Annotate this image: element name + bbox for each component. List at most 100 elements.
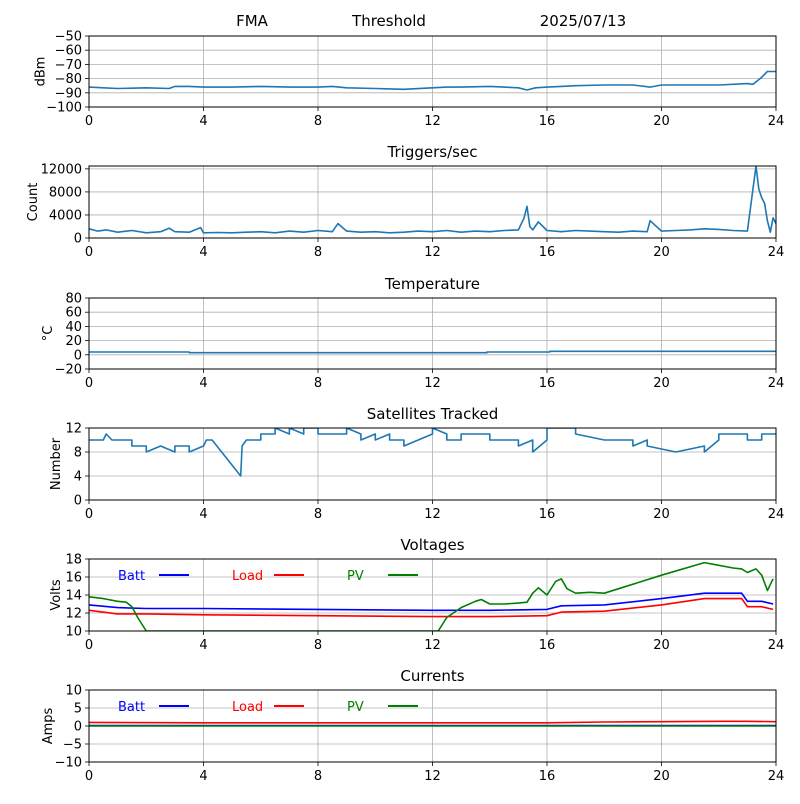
x-tick-label: 16 [539,507,556,522]
y-tick-label: 0 [74,232,82,247]
x-tick-label: 16 [539,638,556,653]
y-tick-label: 14 [65,589,82,604]
y-tick-label: 8000 [49,185,82,200]
panel-title: Temperature [384,275,480,293]
y-axis-label: Count [26,183,41,222]
x-tick-label: 20 [653,769,670,784]
y-tick-label: −80 [55,72,82,87]
x-tick-label: 16 [539,114,556,129]
y-tick-label: 18 [65,553,82,568]
header-label-fma: FMA [236,12,269,30]
y-tick-label: 12 [65,607,82,622]
y-tick-label: −5 [63,738,82,753]
x-tick-label: 8 [314,638,322,653]
y-tick-label: 20 [65,334,82,349]
x-tick-label: 0 [85,376,93,391]
x-tick-label: 12 [424,638,441,653]
series-line-data [89,70,776,91]
y-tick-label: 0 [74,720,82,735]
x-tick-label: 20 [653,638,670,653]
legend-label-batt: Batt [118,569,145,584]
y-tick-label: −20 [55,363,82,378]
y-tick-label: −90 [55,86,82,101]
x-tick-label: 24 [768,638,785,653]
chart-panel-4: 0 4 8 12 16 20 24 0 4 8 12 Satellites Tracked Number [49,405,784,522]
x-tick-label: 8 [314,114,322,129]
series-line-load [89,720,776,724]
x-tick-label: 12 [424,376,441,391]
x-tick-label: 12 [424,507,441,522]
x-tick-label: 20 [653,507,670,522]
x-tick-label: 4 [199,507,207,522]
panel-title: Currents [400,667,464,685]
panel-title: Triggers/sec [387,143,478,161]
x-tick-label: 4 [199,376,207,391]
series-line-data [89,350,776,354]
x-tick-label: 24 [768,114,785,129]
y-tick-label: −50 [55,30,82,45]
x-tick-label: 20 [653,245,670,260]
y-tick-label: −10 [55,756,82,771]
x-tick-label: 8 [314,769,322,784]
chart-panel-1: 0 4 8 12 16 20 24 −100−90−80−70−60−50 dBm [34,30,785,130]
x-tick-label: 0 [85,769,93,784]
chart-panel-6: 0 4 8 12 16 20 24 −10 −5 0 5 10 Currents Amps Batt Load… [41,667,784,784]
y-tick-label: 8 [74,446,82,461]
y-tick-label: 12000 [41,162,82,177]
header-label-date: 2025/07/13 [540,12,626,30]
x-tick-label: 4 [199,114,207,129]
y-tick-label: 0 [74,494,82,509]
y-axis-label: Number [49,437,64,490]
series-line-data [89,428,776,477]
chart-panel-5: 0 4 8 12 16 20 24 10 12 14 16 18 Voltages Volts Batt Lo… [49,536,784,653]
y-tick-label: 12 [65,422,82,437]
x-tick-label: 8 [314,376,322,391]
legend-label-batt: Batt [118,700,145,715]
x-tick-label: 12 [424,245,441,260]
y-tick-label: 4 [74,470,82,485]
y-tick-label: 4000 [49,208,82,223]
x-tick-label: 8 [314,507,322,522]
y-tick-label: 5 [74,702,82,717]
panel-title: Satellites Tracked [367,405,498,423]
x-tick-label: 8 [314,245,322,260]
x-tick-label: 4 [199,769,207,784]
y-axis-label: Volts [49,579,64,611]
y-tick-label: 40 [65,320,82,335]
series-line-load [89,597,774,618]
y-axis-label: Amps [41,707,56,744]
x-tick-label: 20 [653,114,670,129]
x-tick-label: 12 [424,769,441,784]
y-tick-label: −70 [55,58,82,73]
y-tick-label: 10 [65,684,82,699]
x-tick-label: 0 [85,638,93,653]
x-tick-label: 4 [199,245,207,260]
x-tick-label: 24 [768,245,785,260]
x-tick-label: 16 [539,245,556,260]
legend-label-pv: PV [347,569,364,584]
series-line-batt [89,592,774,612]
x-tick-label: 4 [199,638,207,653]
y-tick-label: 10 [65,625,82,640]
series-line-pv [89,561,774,631]
y-tick-label: 60 [65,306,82,321]
legend-label-load: Load [232,569,263,584]
x-tick-label: 20 [653,376,670,391]
legend-label-load: Load [232,700,263,715]
x-tick-label: 16 [539,769,556,784]
y-tick-label: −100 [46,101,82,116]
y-tick-label: 0 [74,348,82,363]
header-label-threshold: Threshold [351,12,426,30]
x-tick-label: 0 [85,245,93,260]
y-axis-label: °C [41,326,56,342]
x-tick-label: 24 [768,507,785,522]
x-tick-label: 0 [85,507,93,522]
x-tick-label: 16 [539,376,556,391]
x-tick-label: 0 [85,114,93,129]
y-tick-label: 80 [65,292,82,307]
legend-label-pv: PV [347,700,364,715]
x-tick-label: 24 [768,769,785,784]
